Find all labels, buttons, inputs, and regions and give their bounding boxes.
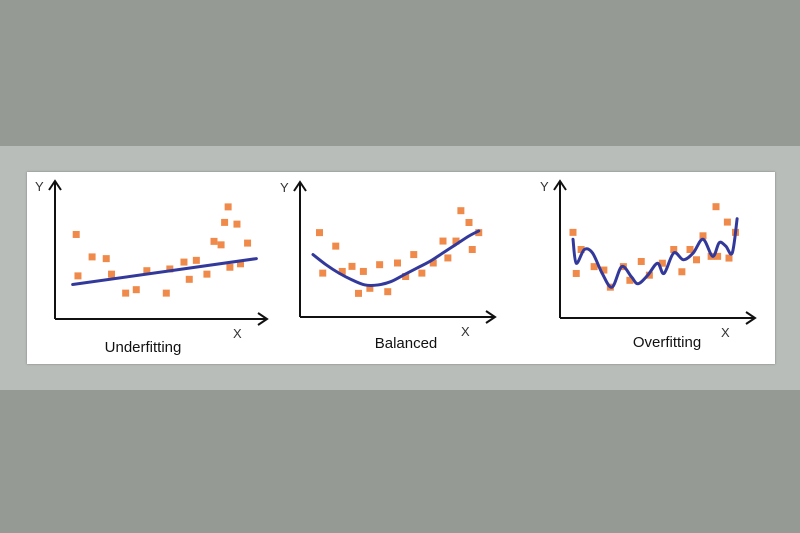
y-axis-arrow-icon: [48, 179, 62, 191]
data-point: [132, 286, 140, 294]
data-point: [359, 267, 367, 275]
data-point: [670, 246, 678, 253]
data-point: [316, 229, 323, 237]
data-point: [226, 263, 234, 271]
data-point: [244, 239, 252, 247]
data-point: [712, 203, 720, 211]
fit-curve: [311, 229, 481, 287]
data-point: [366, 284, 374, 292]
data-point: [418, 269, 426, 277]
data-point: [402, 273, 410, 280]
data-point: [626, 276, 634, 284]
data-point: [224, 203, 232, 211]
x-axis-label: X: [233, 326, 242, 341]
data-point: [180, 258, 188, 266]
data-point: [394, 259, 401, 267]
data-point: [72, 230, 80, 238]
data-point: [166, 265, 174, 273]
x-axis-label: X: [461, 324, 470, 339]
panel-title: Overfitting: [633, 334, 701, 351]
data-point: [723, 218, 731, 226]
panel-balanced: Y X Balanced: [280, 180, 497, 352]
data-point: [221, 218, 229, 226]
data-point: [143, 267, 151, 275]
data-point: [74, 272, 82, 280]
data-point: [122, 289, 130, 297]
data-point: [475, 229, 483, 237]
data-point: [338, 267, 346, 275]
data-point: [384, 288, 392, 296]
y-axis-arrow-icon: [553, 179, 567, 191]
data-point: [88, 253, 96, 261]
data-point: [452, 237, 460, 245]
y-axis-label: Y: [35, 179, 44, 194]
panel-underfitting: Y X Underfitting: [35, 179, 269, 356]
data-point: [332, 242, 340, 250]
y-axis-label: Y: [540, 179, 549, 194]
data-point: [233, 220, 241, 228]
x-axis-arrow-icon: [745, 311, 757, 325]
data-point: [439, 237, 447, 245]
data-point: [590, 263, 598, 271]
data-point: [376, 261, 384, 269]
data-point: [572, 269, 580, 277]
x-axis-arrow-icon: [485, 310, 497, 324]
data-point: [210, 237, 218, 245]
data-point: [185, 275, 193, 283]
x-axis-arrow-icon: [257, 312, 269, 326]
data-point: [355, 289, 362, 297]
data-point: [686, 246, 694, 253]
panel-overfitting: Y X Overfitting: [540, 179, 757, 351]
data-point: [637, 257, 645, 265]
data-point: [465, 219, 473, 226]
data-point: [429, 259, 437, 267]
fit-curve: [571, 217, 739, 289]
data-point: [569, 228, 577, 236]
data-point: [319, 269, 327, 277]
data-point: [348, 262, 356, 270]
panel-title: Balanced: [375, 335, 438, 352]
data-point: [444, 254, 452, 262]
data-point: [108, 270, 116, 278]
data-point: [658, 259, 666, 267]
data-point: [457, 207, 465, 215]
diagram-card: [27, 172, 775, 364]
y-axis-arrow-icon: [293, 180, 307, 192]
y-axis-label: Y: [280, 180, 289, 195]
data-point: [192, 256, 200, 264]
data-point: [410, 251, 418, 259]
fit-curve: [71, 257, 258, 286]
data-point: [600, 266, 608, 274]
data-point: [102, 255, 110, 263]
data-point: [577, 246, 585, 253]
data-point: [217, 241, 225, 249]
data-point: [693, 256, 700, 264]
data-point: [714, 252, 722, 260]
data-point: [203, 270, 211, 278]
x-axis-label: X: [721, 325, 730, 340]
data-point: [678, 268, 686, 276]
data-point: [468, 246, 476, 253]
data-point: [725, 254, 733, 262]
data-point: [162, 289, 170, 297]
data-point: [237, 260, 244, 268]
data-point: [699, 232, 707, 240]
panel-title: Underfitting: [105, 339, 182, 356]
